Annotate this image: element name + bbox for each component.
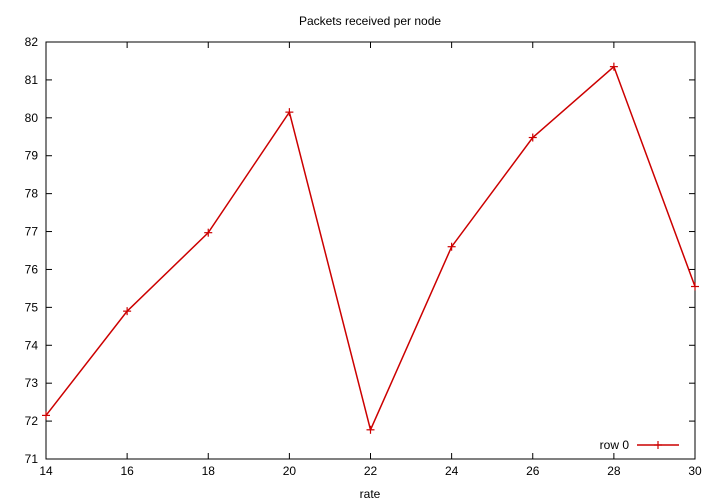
x-tick-label: 16 (120, 464, 134, 478)
x-tick-label: 26 (526, 464, 540, 478)
data-point (609, 62, 618, 71)
data-point (528, 133, 537, 142)
data-point (285, 108, 294, 117)
series-line (45, 65, 696, 433)
y-tick-label: 78 (25, 187, 39, 201)
x-tick-label: 28 (607, 464, 621, 478)
y-tick-label: 80 (25, 111, 39, 125)
x-axis-label: rate (360, 487, 381, 501)
axis-ticks (45, 41, 696, 460)
y-tick-label: 82 (25, 35, 39, 49)
legend-marker-row-0 (654, 441, 662, 449)
legend-label-row-0: row 0 (600, 438, 630, 452)
legend: row 0 (600, 438, 679, 452)
y-tick-label: 75 (25, 300, 39, 314)
data-point (447, 242, 456, 251)
x-tick-label: 18 (202, 464, 216, 478)
y-tick-label: 74 (25, 338, 39, 352)
chart-title: Packets received per node (299, 14, 441, 28)
data-point (42, 411, 50, 420)
x-tick-label: 24 (445, 464, 459, 478)
x-tick-label: 14 (39, 464, 53, 478)
series-layer (42, 62, 699, 434)
y-tick-label: 71 (25, 452, 39, 466)
axis-tick-labels: 14 16 18 20 22 24 26 28 30 71 72 73 74 75 76 77 78 79 80 81… (25, 35, 702, 478)
data-point (123, 307, 132, 316)
x-tick-label: 22 (364, 464, 378, 478)
y-tick-label: 76 (25, 262, 39, 276)
x-tick-label: 30 (688, 464, 702, 478)
data-point (366, 425, 375, 434)
y-tick-label: 79 (25, 149, 39, 163)
y-tick-label: 81 (25, 73, 39, 87)
data-point (204, 228, 213, 237)
x-tick-label: 20 (283, 464, 297, 478)
y-tick-label: 73 (25, 376, 39, 390)
data-point (691, 282, 699, 291)
y-tick-label: 77 (25, 225, 39, 239)
plot-frame (45, 41, 696, 460)
y-tick-label: 72 (25, 414, 39, 428)
